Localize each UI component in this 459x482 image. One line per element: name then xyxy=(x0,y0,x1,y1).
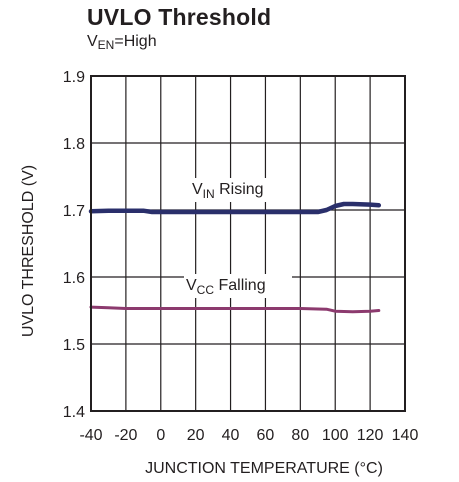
series-label-background xyxy=(190,178,290,202)
series-label-vcc-falling: VCC Falling xyxy=(186,277,266,297)
subtitle-main: V xyxy=(87,33,98,50)
chart-subtitle: VEN=High xyxy=(87,33,157,52)
subtitle-rest: =High xyxy=(114,33,157,50)
x-tick-label: -40 xyxy=(79,427,102,444)
y-tick-label: 1.4 xyxy=(63,404,85,421)
x-axis-ticks: -40 -20 0 20 40 60 80 100 120 140 xyxy=(79,427,418,444)
series-label-subscript: CC xyxy=(197,283,215,297)
series-line-vcc-falling xyxy=(89,305,381,314)
series-label-vin-rising: VIN Rising xyxy=(192,181,264,201)
y-tick-label: 1.6 xyxy=(63,270,85,287)
series-label-subscript: IN xyxy=(203,187,215,201)
series-label-rest: Falling xyxy=(214,277,266,294)
x-tick-label: 100 xyxy=(322,427,349,444)
series-label-main: V xyxy=(186,277,197,294)
y-axis-ticks: 1.4 1.5 1.6 1.7 1.8 1.9 xyxy=(63,69,85,421)
y-tick-label: 1.9 xyxy=(63,69,85,86)
x-tick-label: 120 xyxy=(357,427,384,444)
x-tick-label: 40 xyxy=(222,427,240,444)
series-label-rest: Rising xyxy=(215,181,264,198)
series-label-main: V xyxy=(192,181,203,198)
y-tick-label: 1.5 xyxy=(63,337,85,354)
subtitle-subscript: EN xyxy=(97,38,115,52)
x-tick-label: 60 xyxy=(257,427,275,444)
x-tick-label: 80 xyxy=(291,427,309,444)
x-tick-label: -20 xyxy=(114,427,137,444)
grid xyxy=(91,76,405,411)
x-tick-label: 20 xyxy=(187,427,205,444)
series-lines xyxy=(88,201,382,314)
series-label-background xyxy=(184,274,292,298)
y-tick-label: 1.7 xyxy=(63,203,85,220)
chart-title: UVLO Threshold xyxy=(87,4,272,30)
x-tick-label: 140 xyxy=(392,427,419,444)
x-tick-label: 0 xyxy=(156,427,165,444)
x-axis-label: JUNCTION TEMPERATURE (°C) xyxy=(145,460,383,477)
y-axis-label: UVLO THRESHOLD (V) xyxy=(20,165,37,337)
series-line-vin-rising xyxy=(88,201,382,215)
plot-frame xyxy=(90,75,406,412)
y-tick-label: 1.8 xyxy=(63,136,85,153)
